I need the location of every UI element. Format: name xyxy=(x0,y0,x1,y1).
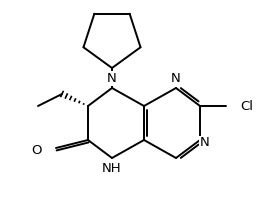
Text: N: N xyxy=(171,72,181,85)
Text: N: N xyxy=(200,137,210,150)
Text: Cl: Cl xyxy=(240,99,253,112)
Text: N: N xyxy=(107,72,117,85)
Text: O: O xyxy=(31,144,42,157)
Text: NH: NH xyxy=(102,162,122,175)
